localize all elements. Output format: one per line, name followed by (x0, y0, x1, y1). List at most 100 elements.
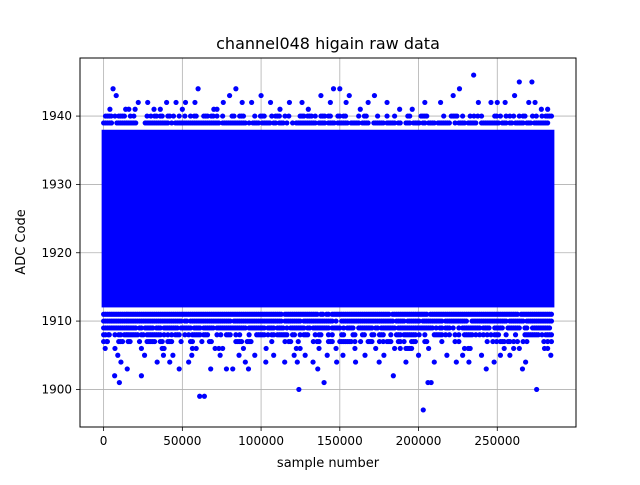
data-point (337, 86, 343, 92)
data-point (278, 318, 284, 324)
data-point (110, 86, 116, 92)
data-point (420, 407, 426, 413)
data-point (509, 120, 515, 126)
data-point (426, 345, 432, 352)
data-point (195, 86, 201, 92)
data-point (312, 120, 318, 126)
data-point (475, 99, 481, 106)
data-point (545, 120, 551, 126)
data-point (541, 345, 548, 352)
points-layer (101, 72, 555, 413)
data-point (548, 352, 554, 358)
data-point (369, 338, 375, 345)
data-point (240, 345, 247, 352)
data-point (534, 386, 540, 393)
data-point (519, 366, 526, 372)
data-point (463, 318, 470, 324)
data-point (407, 120, 413, 126)
data-point (138, 325, 145, 331)
data-point (456, 86, 463, 92)
data-point (494, 99, 500, 106)
data-point (524, 325, 530, 331)
data-point (461, 120, 468, 126)
data-point (261, 113, 267, 119)
data-point (291, 352, 297, 358)
data-point (284, 332, 290, 338)
data-point (381, 352, 387, 358)
data-point (352, 359, 359, 365)
data-point (237, 332, 243, 338)
data-point (197, 325, 203, 331)
data-point (246, 120, 252, 126)
data-point (284, 325, 290, 331)
data-point (397, 106, 403, 112)
data-point (461, 345, 468, 352)
data-point (230, 366, 236, 372)
data-point (350, 325, 356, 331)
data-point (416, 318, 422, 324)
data-point (384, 99, 390, 106)
data-point (503, 332, 509, 338)
data-point (154, 359, 160, 365)
data-point (301, 113, 307, 119)
data-point (439, 332, 445, 338)
data-point (204, 120, 211, 126)
data-point (226, 92, 233, 99)
data-point (539, 113, 545, 119)
data-point (344, 120, 350, 126)
data-point (227, 318, 233, 324)
x-tick-label: 250000 (474, 434, 520, 448)
data-point (124, 366, 130, 372)
data-point (184, 318, 190, 324)
data-point (390, 373, 396, 379)
data-point (494, 113, 500, 119)
data-point (511, 113, 517, 119)
data-point (306, 325, 313, 331)
data-point (469, 332, 475, 338)
data-point (467, 345, 473, 352)
data-point (548, 113, 555, 119)
data-point (443, 332, 449, 338)
data-point (187, 113, 194, 119)
data-point (467, 113, 473, 119)
data-point (116, 379, 122, 386)
data-point (308, 113, 315, 119)
data-point (514, 338, 521, 345)
data-point (327, 99, 333, 106)
data-point (193, 113, 199, 119)
data-point (483, 366, 489, 372)
data-point (327, 113, 333, 119)
data-point (497, 113, 504, 119)
data-point (138, 373, 145, 379)
data-point (503, 113, 509, 119)
data-point (380, 120, 386, 126)
y-tick-label: 1920 (41, 246, 72, 260)
data-point (236, 352, 242, 358)
data-point (357, 106, 363, 112)
data-point (439, 325, 445, 331)
data-point (477, 332, 483, 338)
data-point (450, 92, 456, 99)
data-point (516, 325, 522, 331)
data-point (113, 92, 119, 99)
data-point (204, 113, 211, 119)
data-point (488, 99, 494, 106)
data-point (267, 120, 273, 126)
data-point (291, 332, 298, 338)
data-point (503, 318, 509, 324)
data-point (356, 120, 362, 126)
data-point (502, 99, 508, 106)
data-point (352, 338, 358, 345)
data-point (422, 120, 428, 126)
data-point (346, 92, 352, 99)
data-point (108, 120, 115, 126)
data-point (475, 113, 481, 119)
data-point (316, 338, 322, 345)
data-point (150, 325, 156, 331)
data-point (325, 332, 332, 338)
data-point (548, 318, 555, 324)
data-point (340, 325, 347, 331)
data-point (422, 332, 428, 338)
data-point (267, 99, 274, 106)
